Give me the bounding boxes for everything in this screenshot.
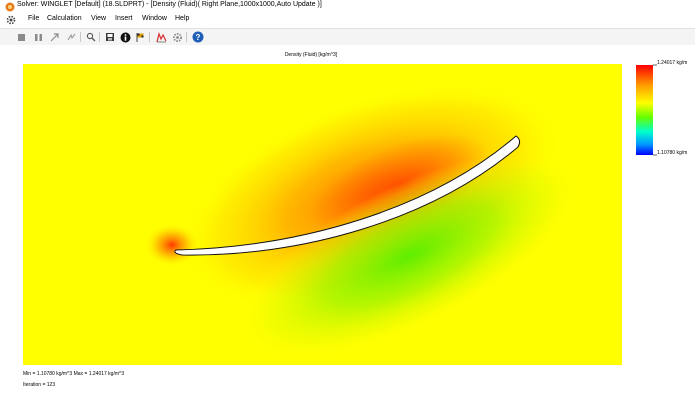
settings-button[interactable] [171, 31, 183, 43]
menu-view[interactable]: View [91, 15, 107, 22]
magnifier-icon [86, 32, 96, 42]
cut-plot-button[interactable] [155, 31, 167, 43]
title-bar: Solver: WINGLET [Default] (18.SLDPRT) - … [0, 0, 695, 14]
legend-max-label: 1.24017 kg/m [657, 60, 688, 66]
arrow-up-right-icon [50, 33, 59, 42]
svg-text:?: ? [196, 33, 201, 42]
graphics-viewport[interactable]: Density (Fluid) [kg/m^3] 1.24017 kg/m 1.… [0, 45, 695, 393]
goals-button[interactable] [134, 31, 146, 43]
solidworks-icon [5, 2, 15, 12]
gear-icon [172, 32, 182, 42]
legend-color-bar [636, 65, 653, 155]
min-max-readout: Min = 1.10780 kg/m^3 Max = 1.24017 kg/m^… [23, 371, 125, 377]
save-icon [106, 33, 114, 41]
refresh-button[interactable] [65, 31, 77, 43]
menu-insert[interactable]: Insert [115, 15, 133, 22]
gear-icon[interactable] [6, 15, 16, 25]
info-button[interactable] [119, 31, 131, 43]
toolbar: ? [0, 28, 695, 46]
iteration-readout: Iteration = 123 [23, 382, 56, 388]
help-icon: ? [192, 31, 204, 43]
save-button[interactable] [104, 31, 116, 43]
menu-help[interactable]: Help [175, 15, 190, 22]
winglet-profile [174, 135, 521, 256]
plot-title: Density (Fluid) [kg/m^3] [284, 52, 338, 58]
refresh-icon [67, 33, 76, 41]
contour-field [144, 82, 580, 358]
pause-button[interactable] [32, 31, 44, 43]
zoom-button[interactable] [85, 31, 97, 43]
legend-min-label: 1.10780 kg/m [657, 150, 688, 156]
menu-file[interactable]: File [28, 15, 40, 22]
density-contour-plot [23, 64, 657, 365]
menu-bar: File Calculation View Insert Window Help [0, 14, 695, 27]
window-title: Solver: WINGLET [Default] (18.SLDPRT) - … [17, 1, 322, 8]
info-icon [120, 32, 130, 42]
stop-button[interactable] [15, 31, 27, 43]
pause-icon [34, 33, 42, 41]
help-button[interactable]: ? [192, 31, 204, 43]
cut-plot-icon [155, 31, 167, 42]
stop-icon [17, 33, 25, 41]
menu-window[interactable]: Window [142, 15, 167, 22]
flag-icon [136, 32, 143, 42]
insert-goal-plot-button[interactable] [49, 31, 61, 43]
menu-calculation[interactable]: Calculation [47, 15, 82, 22]
